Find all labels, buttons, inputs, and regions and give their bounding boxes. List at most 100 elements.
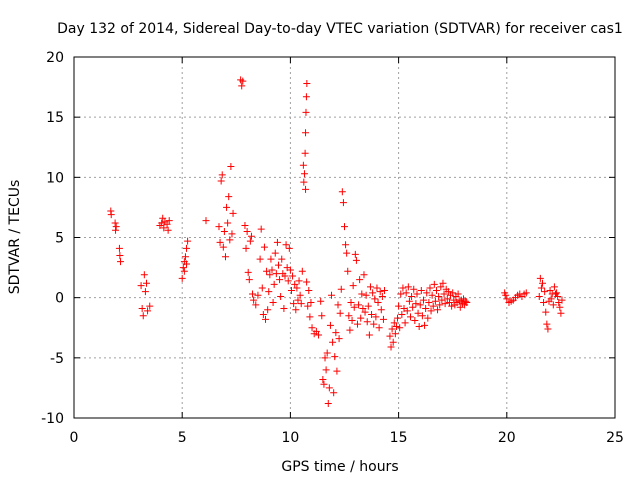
data-point	[377, 306, 385, 314]
data-point	[287, 286, 295, 294]
data-point	[292, 306, 300, 314]
data-point	[238, 82, 246, 90]
data-point	[319, 375, 327, 383]
data-point	[547, 295, 555, 303]
data-point	[305, 286, 313, 294]
data-point	[323, 349, 331, 357]
data-point	[345, 312, 353, 320]
data-point	[254, 291, 262, 299]
data-point	[247, 232, 255, 240]
data-point	[300, 178, 308, 186]
data-point	[435, 292, 443, 300]
data-point	[544, 325, 552, 333]
data-point	[349, 282, 357, 290]
data-point	[221, 253, 229, 261]
data-point	[554, 292, 562, 300]
data-point	[436, 301, 444, 309]
data-point	[262, 315, 270, 323]
data-point	[556, 303, 564, 311]
data-point	[456, 303, 464, 311]
data-point	[274, 261, 282, 269]
data-point	[449, 289, 457, 297]
data-point	[202, 217, 210, 225]
data-point	[268, 266, 276, 274]
data-point	[434, 306, 442, 314]
data-point	[361, 308, 369, 316]
data-point	[355, 301, 363, 309]
data-point	[416, 301, 424, 309]
data-point	[308, 324, 316, 332]
data-point	[321, 354, 329, 362]
x-tick-label: 0	[70, 430, 79, 446]
data-point	[379, 315, 387, 323]
data-point	[441, 300, 449, 308]
data-point	[107, 211, 115, 219]
data-point	[277, 292, 285, 300]
data-point	[432, 286, 440, 294]
data-point	[219, 243, 227, 251]
data-point	[300, 170, 308, 178]
data-point	[302, 185, 310, 193]
data-point	[271, 249, 279, 257]
data-point	[553, 289, 561, 297]
data-point	[164, 226, 172, 234]
data-point	[216, 238, 224, 246]
data-point	[353, 320, 361, 328]
data-point	[280, 304, 288, 312]
data-point	[227, 163, 235, 171]
data-point	[330, 389, 338, 397]
data-point	[543, 320, 551, 328]
data-point	[463, 298, 471, 306]
data-point	[284, 277, 292, 285]
data-point	[293, 284, 301, 292]
data-point	[303, 278, 311, 286]
data-point	[366, 283, 374, 291]
data-point	[418, 312, 426, 320]
data-point	[306, 313, 314, 321]
data-point	[178, 274, 186, 282]
data-point	[363, 318, 371, 326]
data-point	[402, 289, 410, 297]
data-point	[246, 237, 254, 245]
data-point	[324, 400, 332, 408]
data-point	[229, 209, 237, 217]
data-point	[183, 260, 191, 268]
data-point	[315, 331, 323, 339]
data-point	[163, 220, 171, 228]
data-point	[359, 304, 367, 312]
data-point	[373, 284, 381, 292]
data-point	[430, 280, 438, 288]
data-point	[448, 302, 456, 310]
data-point	[286, 266, 294, 274]
data-point	[339, 199, 347, 207]
data-point	[257, 225, 265, 233]
data-point	[242, 244, 250, 252]
data-point	[181, 253, 189, 261]
data-point	[409, 303, 417, 311]
data-point	[291, 280, 299, 288]
data-point	[344, 267, 352, 275]
data-point	[160, 224, 168, 232]
data-point	[285, 244, 293, 252]
data-point	[404, 283, 412, 291]
data-point	[218, 171, 226, 179]
data-point	[557, 309, 565, 317]
data-point	[540, 298, 548, 306]
data-point	[333, 367, 341, 375]
data-point	[217, 177, 225, 185]
data-point	[387, 343, 395, 351]
data-point	[183, 244, 191, 252]
data-point	[332, 329, 340, 337]
data-point	[388, 325, 396, 333]
data-point	[334, 301, 342, 309]
data-point	[395, 302, 403, 310]
data-point	[165, 217, 173, 225]
data-point	[299, 161, 307, 169]
data-point	[369, 289, 377, 297]
data-point	[267, 255, 275, 263]
data-point	[266, 271, 274, 279]
x-tick-label: 5	[178, 430, 187, 446]
data-point	[298, 267, 306, 275]
data-point	[223, 203, 231, 211]
data-point	[307, 298, 315, 306]
